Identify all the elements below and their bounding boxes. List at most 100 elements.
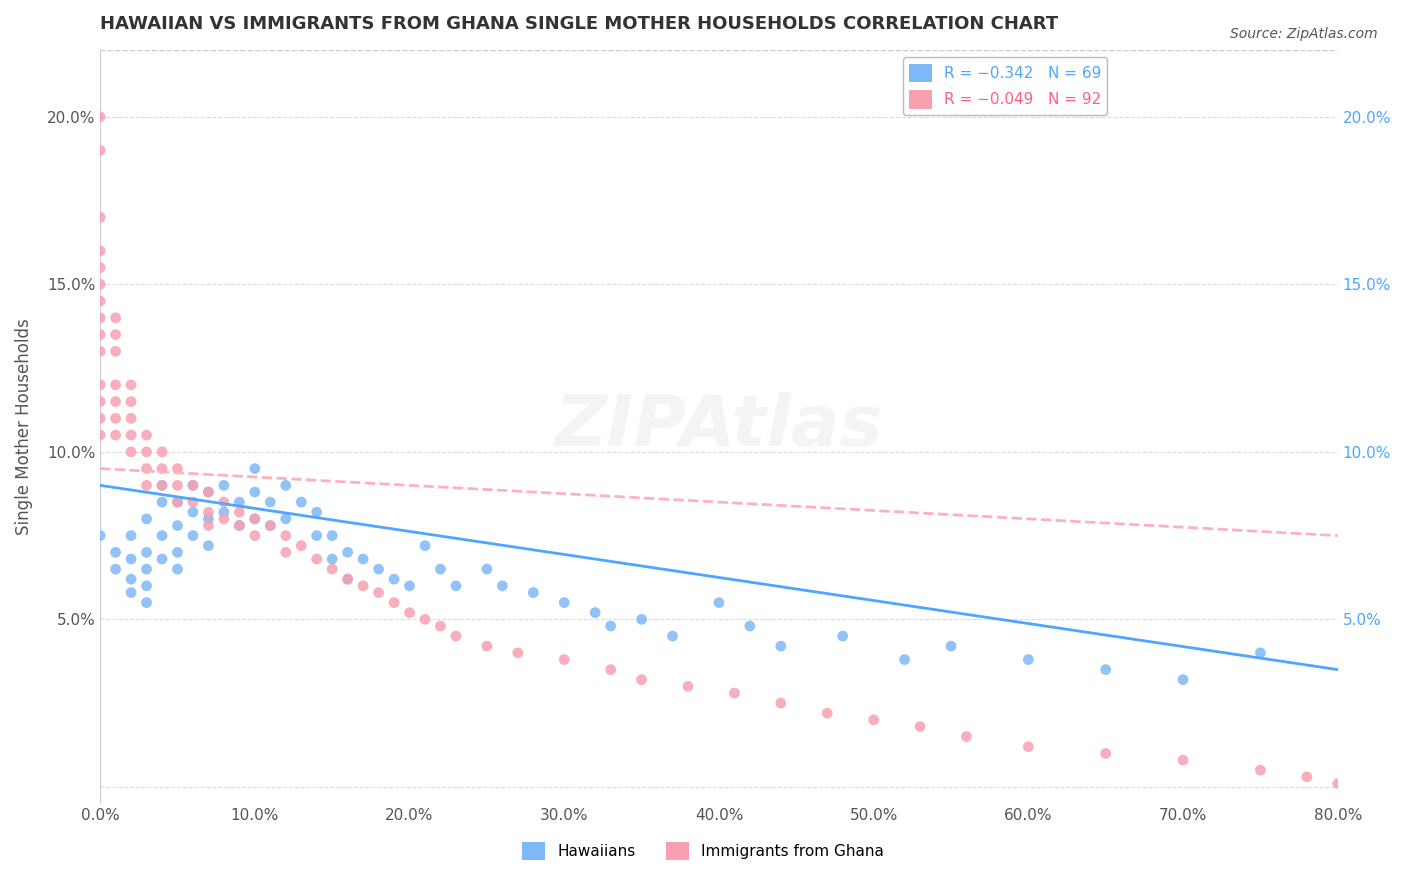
Point (243, 512, 266, 526)
Point (89, 428, 111, 442)
Point (274, 512, 297, 526)
Point (321, 528, 343, 542)
Point (150, 552, 173, 566)
Point (321, 562, 343, 576)
Point (135, 445, 157, 459)
Point (1017, 652, 1039, 666)
Point (352, 552, 374, 566)
Point (120, 552, 142, 566)
Point (444, 579, 467, 593)
Point (228, 518, 250, 533)
Point (413, 539, 436, 553)
Point (707, 596, 730, 610)
Point (120, 411, 142, 425)
Point (135, 579, 157, 593)
Point (120, 394, 142, 409)
Point (120, 377, 142, 392)
Point (831, 629, 853, 643)
Point (583, 606, 606, 620)
Point (398, 606, 420, 620)
Point (89, 344, 111, 359)
Point (228, 495, 250, 509)
Point (104, 377, 127, 392)
Point (212, 512, 235, 526)
Point (166, 495, 188, 509)
Point (1094, 747, 1116, 761)
Point (1357, 780, 1379, 794)
Point (382, 596, 405, 610)
Point (522, 585, 544, 599)
Point (166, 545, 188, 559)
Point (104, 327, 127, 342)
Point (135, 545, 157, 559)
Point (769, 696, 792, 710)
Point (274, 478, 297, 492)
Point (135, 512, 157, 526)
Point (955, 730, 977, 744)
Point (1171, 753, 1194, 767)
Point (1403, 780, 1406, 794)
Point (212, 478, 235, 492)
Point (259, 495, 281, 509)
Point (305, 552, 328, 566)
Point (367, 585, 389, 599)
Point (939, 639, 962, 653)
Point (197, 485, 219, 500)
Point (120, 572, 142, 586)
Point (336, 572, 359, 586)
Point (150, 495, 173, 509)
Point (166, 495, 188, 509)
Point (1249, 646, 1271, 660)
Point (135, 562, 157, 576)
Point (1171, 673, 1194, 687)
Point (1249, 763, 1271, 777)
Point (553, 652, 575, 666)
Point (104, 344, 127, 359)
Point (676, 679, 699, 693)
Text: Source: ZipAtlas.com: Source: ZipAtlas.com (1230, 27, 1378, 41)
Point (120, 528, 142, 542)
Point (1326, 776, 1348, 790)
Point (120, 445, 142, 459)
Legend: Hawaiians, Immigrants from Ghana: Hawaiians, Immigrants from Ghana (516, 836, 890, 866)
Point (274, 528, 297, 542)
Point (290, 495, 312, 509)
Point (599, 663, 621, 677)
Point (104, 310, 127, 325)
Point (815, 706, 838, 721)
Point (181, 478, 204, 492)
Point (769, 639, 792, 653)
Point (89, 377, 111, 392)
Point (104, 411, 127, 425)
Point (197, 485, 219, 500)
Point (104, 394, 127, 409)
Point (908, 720, 931, 734)
Point (89, 244, 111, 258)
Point (321, 552, 343, 566)
Point (89, 211, 111, 225)
Point (274, 545, 297, 559)
Point (135, 596, 157, 610)
Point (197, 505, 219, 519)
Text: ZIPAtlas: ZIPAtlas (555, 392, 883, 461)
Point (228, 505, 250, 519)
Point (104, 545, 127, 559)
Point (166, 562, 188, 576)
Point (89, 144, 111, 158)
Point (336, 545, 359, 559)
Point (398, 579, 420, 593)
Point (228, 518, 250, 533)
Point (305, 528, 328, 542)
Point (181, 495, 204, 509)
Point (429, 619, 451, 633)
Point (429, 562, 451, 576)
Point (506, 646, 529, 660)
Point (336, 572, 359, 586)
Point (352, 579, 374, 593)
Point (630, 673, 652, 687)
Y-axis label: Single Mother Households: Single Mother Households (15, 318, 32, 535)
Point (135, 428, 157, 442)
Legend: R = −0.342   N = 69, R = −0.049   N = 92: R = −0.342 N = 69, R = −0.049 N = 92 (903, 57, 1108, 114)
Point (150, 461, 173, 475)
Point (135, 478, 157, 492)
